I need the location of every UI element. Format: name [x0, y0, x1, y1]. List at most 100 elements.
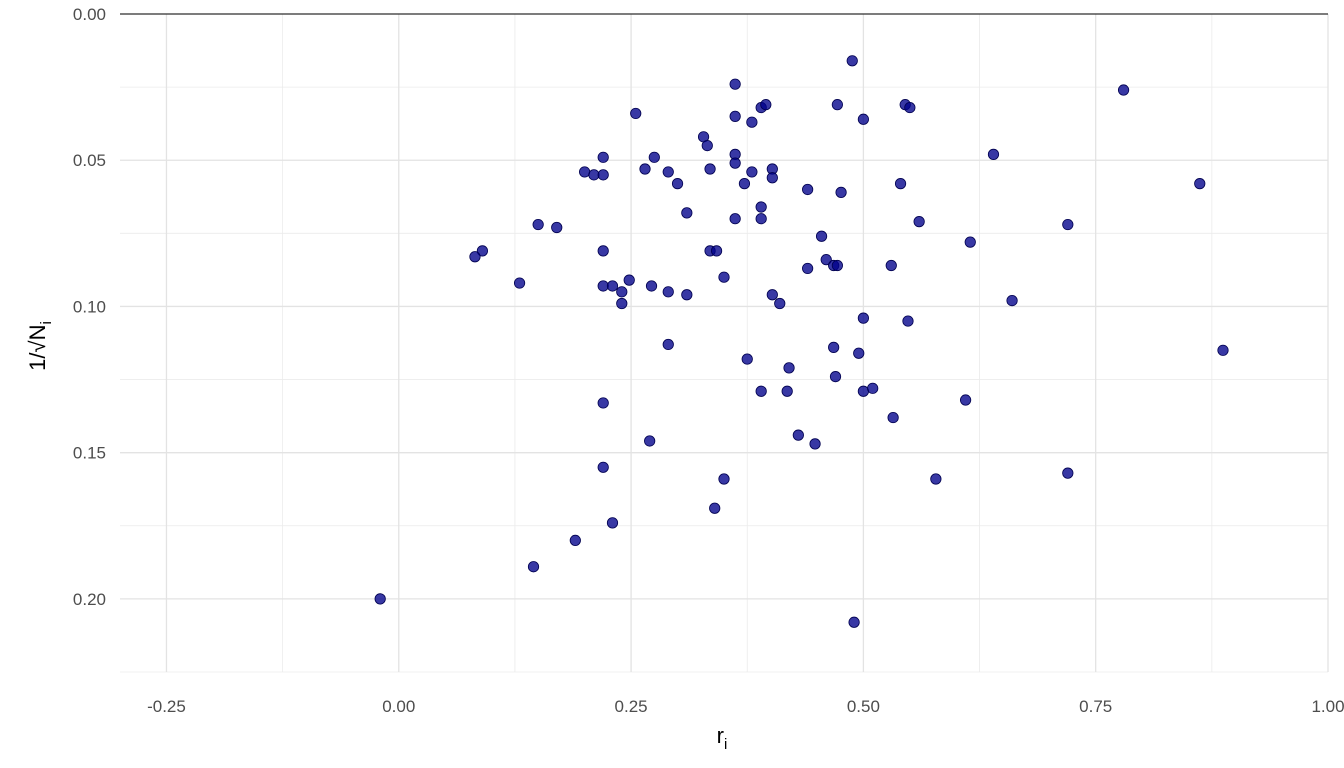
data-point: [623, 274, 635, 286]
data-point: [729, 110, 741, 122]
data-point: [597, 397, 609, 409]
y-tick-label: 0.15: [73, 444, 106, 463]
data-point: [469, 251, 481, 263]
x-axis-title-main: r: [717, 723, 724, 748]
data-point: [867, 382, 879, 394]
data-point: [597, 461, 609, 473]
data-point: [853, 347, 865, 359]
data-point: [662, 338, 674, 351]
data-point: [831, 99, 843, 111]
data-points: [374, 55, 1229, 628]
data-point: [1006, 294, 1018, 307]
data-point: [760, 99, 772, 111]
data-point: [774, 297, 786, 310]
y-axis-title-main: 1/√N: [25, 325, 50, 371]
data-point: [374, 593, 386, 605]
data-point: [857, 113, 869, 125]
data-point: [662, 286, 674, 298]
x-tick-label: 0.25: [615, 697, 648, 716]
data-point: [783, 362, 795, 374]
x-tick-label: -0.25: [147, 697, 186, 716]
y-tick-label: 0.20: [73, 590, 106, 609]
data-point: [738, 178, 751, 190]
data-point: [718, 271, 730, 283]
data-point: [532, 218, 544, 231]
data-point: [902, 315, 914, 327]
data-point: [746, 166, 758, 178]
data-point: [639, 163, 651, 175]
data-point: [781, 385, 793, 397]
x-tick-label: 0.50: [847, 697, 880, 716]
data-point: [616, 297, 628, 310]
data-point: [959, 394, 972, 406]
data-point: [766, 289, 778, 301]
data-point: [527, 561, 540, 573]
data-point: [887, 411, 899, 424]
data-point: [857, 312, 869, 324]
y-tick-label: 0.05: [73, 151, 106, 170]
y-axis-title-subscript: i: [38, 321, 55, 324]
data-point: [809, 438, 821, 450]
data-point: [671, 178, 684, 190]
data-point: [755, 213, 767, 225]
data-point: [755, 201, 767, 213]
data-point: [802, 183, 814, 196]
data-point: [802, 262, 814, 275]
data-point: [569, 534, 581, 547]
data-point: [831, 259, 843, 272]
data-point: [828, 341, 840, 353]
data-point: [729, 157, 741, 169]
data-point: [835, 186, 847, 198]
data-point: [710, 245, 723, 257]
data-point: [701, 140, 713, 152]
data-point: [597, 245, 609, 257]
data-point: [964, 236, 976, 248]
data-point: [597, 280, 609, 292]
data-point: [815, 230, 828, 242]
data-point: [848, 616, 860, 628]
data-point: [729, 213, 741, 225]
data-point: [645, 280, 658, 292]
data-point: [729, 78, 741, 90]
data-point: [755, 385, 767, 397]
data-point: [551, 221, 563, 234]
data-point: [894, 178, 907, 190]
data-point: [579, 166, 591, 178]
data-point: [630, 107, 642, 120]
data-point: [681, 289, 693, 301]
data-point: [987, 148, 1000, 160]
data-point: [913, 216, 925, 228]
grid-major: [120, 13, 1329, 672]
y-tick-labels: 0.00 0.05 0.10 0.15 0.20: [73, 5, 106, 609]
x-tick-label: 0.75: [1079, 697, 1112, 716]
data-point: [820, 254, 832, 266]
data-point: [1117, 84, 1130, 96]
x-axis-title: ri: [717, 723, 728, 753]
data-point: [709, 502, 721, 514]
x-axis-title-subscript: i: [724, 736, 727, 753]
data-point: [1194, 178, 1206, 190]
data-point: [846, 55, 858, 67]
data-point: [704, 163, 716, 175]
data-point: [662, 166, 674, 178]
y-tick-label: 0.10: [73, 297, 106, 316]
data-point: [476, 245, 488, 257]
data-point: [644, 435, 656, 447]
data-point: [513, 277, 526, 289]
data-point: [746, 116, 758, 128]
data-point: [792, 429, 804, 441]
grid-minor: [120, 14, 1328, 673]
data-point: [648, 151, 660, 163]
data-point: [741, 353, 753, 365]
data-point: [829, 371, 842, 383]
x-tick-labels: -0.25 0.00 0.25 0.50 0.75 1.00: [147, 697, 1344, 716]
data-point: [616, 286, 628, 298]
data-point: [885, 259, 897, 272]
data-point: [606, 517, 619, 529]
data-point: [766, 172, 778, 184]
y-tick-label: 0.00: [73, 5, 106, 24]
data-point: [904, 101, 916, 114]
data-point: [1062, 467, 1074, 479]
data-point: [597, 169, 609, 181]
